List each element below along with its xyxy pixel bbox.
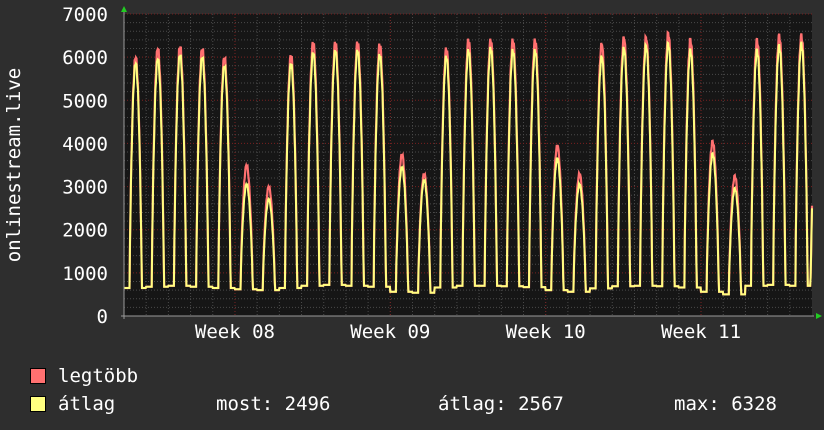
legend-row-max: legtöbb: [30, 362, 810, 390]
stat-current: most: 2496: [216, 393, 331, 415]
y-tick-label: 6000: [62, 47, 108, 69]
legend-swatch-avg: [30, 396, 46, 412]
x-axis-labels: Week 08 Week 09 Week 10 Week 11: [195, 321, 741, 343]
y-tick-label: 2000: [62, 220, 108, 242]
x-tick-label: Week 11: [661, 321, 741, 343]
x-tick-label: Week 08: [195, 321, 275, 343]
legend-label-max: legtöbb: [58, 365, 139, 387]
legend: legtöbb átlag most: 2496 átlag: 2567 max…: [30, 362, 810, 418]
x-tick-label: Week 10: [506, 321, 586, 343]
y-axis-title: onlinestream.live: [3, 68, 25, 262]
legend-row-avg: átlag most: 2496 átlag: 2567 max: 6328: [30, 390, 810, 418]
axes: [121, 6, 822, 319]
y-tick-label: 5000: [62, 90, 108, 112]
legend-swatch-max: [30, 368, 46, 384]
y-tick-label: 1000: [62, 263, 108, 285]
grid: [124, 13, 812, 316]
x-tick-label: Week 09: [350, 321, 430, 343]
y-tick-label: 4000: [62, 133, 108, 155]
series-line-avg: [124, 40, 813, 296]
y-axis-arrow: [121, 6, 127, 12]
y-tick-label: 3000: [62, 177, 108, 199]
series-layer: [124, 30, 814, 296]
y-tick-label: 0: [97, 306, 108, 328]
stat-maximum: max: 6328: [674, 393, 777, 415]
stat-average: átlag: 2567: [438, 393, 564, 415]
x-axis-arrow: [816, 313, 822, 319]
y-tick-label: 7000: [62, 4, 108, 26]
y-axis-labels: 0 1000 2000 3000 4000 5000 6000 7000: [62, 4, 108, 328]
legend-label-avg: átlag: [58, 393, 116, 415]
